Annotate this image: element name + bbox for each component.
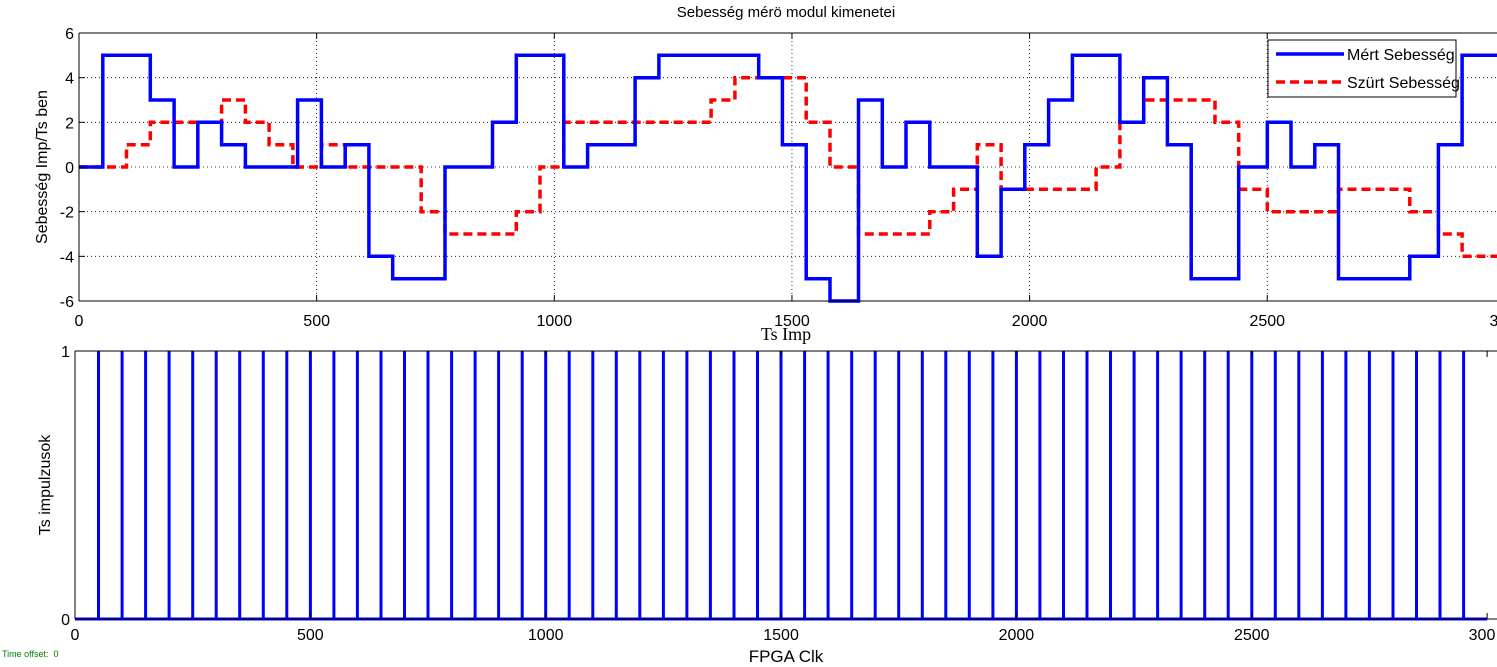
x-tick-label: 1000 bbox=[528, 627, 564, 644]
pulse-plot-x-label: FPGA Clk bbox=[749, 647, 824, 666]
y-tick-label: 4 bbox=[65, 71, 74, 88]
speed-plot: Sebesség mérö modul kimenetei 0 500 1000 15… bbox=[34, 4, 1497, 344]
x-tick-label: 500 bbox=[303, 313, 330, 330]
x-tick-label: 300 bbox=[1469, 627, 1496, 644]
speed-plot-legend: Mért Sebesség Szürt Sebesség bbox=[1267, 39, 1460, 98]
x-tick-label: 2500 bbox=[1234, 627, 1270, 644]
y-tick-label: -4 bbox=[60, 249, 74, 266]
pulse-plot-y-label: Ts impulzusok bbox=[37, 434, 54, 535]
x-tick-label: 2500 bbox=[1249, 313, 1285, 330]
series-measured-line bbox=[79, 53, 1497, 303]
pulse-plot-x-ticks: 0 500 1000 1500 2000 2500 300 bbox=[71, 351, 1496, 644]
pulse-plot: 0 500 1000 1500 2000 2500 300 10 FPGA Clk Ts i… bbox=[37, 344, 1497, 666]
speed-plot-title: Sebesség mérö modul kimenetei bbox=[677, 4, 895, 21]
y-tick-label: 6 bbox=[65, 26, 74, 43]
legend-box bbox=[1267, 39, 1457, 98]
speed-plot-x-ticks: 0 500 1000 1500 2000 2500 3 bbox=[75, 33, 1497, 330]
x-tick-label: 2000 bbox=[1012, 313, 1048, 330]
x-tick-label: 1000 bbox=[537, 313, 573, 330]
time-offset-value: 0 bbox=[53, 649, 59, 659]
y-tick-label: -2 bbox=[60, 205, 74, 222]
y-tick-label: -6 bbox=[60, 294, 74, 311]
pulse-plot-frame bbox=[74, 350, 1497, 620]
pulse-plot-area bbox=[75, 351, 1497, 619]
x-tick-label: 1500 bbox=[763, 627, 799, 644]
x-tick-label: 500 bbox=[297, 627, 324, 644]
y-tick-label: 0 bbox=[65, 160, 74, 177]
series-filtered-line bbox=[79, 75, 1497, 259]
time-offset-readout: Time offset: 0 bbox=[2, 649, 59, 659]
time-offset-label: Time offset: bbox=[2, 649, 49, 659]
speed-plot-y-label: Sebesség Imp/Ts ben bbox=[34, 90, 51, 244]
x-tick-label: 2000 bbox=[999, 627, 1035, 644]
x-tick-label: 0 bbox=[75, 313, 84, 330]
speed-plot-series bbox=[79, 53, 1497, 303]
x-tick-label: 0 bbox=[71, 627, 80, 644]
pulse-plot-y-ticks: 10 bbox=[61, 344, 81, 629]
legend-label-measured: Mért Sebesség bbox=[1347, 47, 1455, 64]
speed-plot-x-label: Ts Imp bbox=[761, 324, 811, 344]
y-tick-label: 0 bbox=[61, 612, 70, 629]
series-pulse-train bbox=[75, 351, 1488, 621]
legend-label-filtered: Szürt Sebesség bbox=[1347, 75, 1460, 92]
x-tick-label: 3 bbox=[1490, 313, 1497, 330]
speed-plot-y-ticks: 6 4 2 0 -2 -4 -6 bbox=[60, 26, 85, 311]
x-tick-label: 1500 bbox=[774, 313, 810, 330]
y-tick-label: 1 bbox=[61, 344, 70, 361]
y-tick-label: 2 bbox=[65, 115, 74, 132]
pulse-plot-series bbox=[75, 351, 1488, 621]
